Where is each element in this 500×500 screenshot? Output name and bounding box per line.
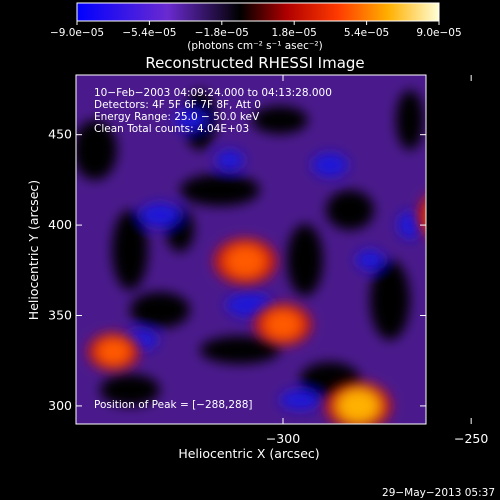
hotspot-halo (417, 197, 426, 235)
x-tick-label: −250 (454, 431, 488, 446)
colorbar (77, 3, 439, 21)
colorbar-tick-label: 9.0e−05 (416, 27, 461, 39)
x-tick-label: −300 (266, 431, 300, 446)
hotspot (433, 195, 486, 237)
heatmap-image (76, 75, 486, 424)
info-line: Clean Total counts: 4.04E+03 (94, 123, 249, 135)
info-line: Energy Range: 25.0 − 50.0 keV (94, 111, 260, 123)
x-axis-label: Heliocentric X (arcsec) (178, 446, 319, 461)
hotspot (337, 389, 380, 423)
y-tick-label: 450 (48, 127, 72, 142)
timestamp: 29−May−2013 05:37 (382, 487, 495, 499)
y-tick-label: 350 (48, 308, 72, 323)
y-tick-label: 400 (48, 217, 72, 232)
colorbar-frame (76, 2, 440, 22)
y-axis-label: Heliocentric Y (arcsec) (26, 180, 41, 320)
colorbar-units: (photons cm⁻² s⁻¹ asec⁻²) (187, 40, 322, 52)
colorbar-ticks (76, 21, 440, 25)
colorbar-tick-labels: −9.0e−05 −5.4e−05 −1.8e−05 1.8e−05 5.4e−05 9.… (50, 27, 462, 39)
colorbar-tick-label: −9.0e−05 (50, 27, 104, 39)
info-line: Detectors: 4F 5F 6F 7F 8F, Att 0 (94, 99, 261, 111)
hotspot (97, 338, 130, 365)
colorbar-tick-label: 5.4e−05 (344, 27, 389, 39)
peak-position-label: Position of Peak = [−288,288] (94, 399, 253, 411)
hotspot (264, 310, 302, 339)
info-line: 10−Feb−2003 04:09:24.000 to 04:13:28.000 (94, 87, 332, 99)
chart-title: Reconstructed RHESSI Image (145, 54, 364, 72)
colorbar-tick-label: −5.4e−05 (122, 27, 176, 39)
y-tick-label: 300 (48, 398, 72, 413)
hotspot (225, 245, 266, 277)
observation-info: 10−Feb−2003 04:09:24.000 to 04:13:28.000… (94, 87, 332, 135)
y-axis-ticks: 300 350 400 450 (48, 127, 426, 413)
x-axis-ticks: −300−250−200 (266, 75, 488, 446)
colorbar-tick-label: −1.8e−05 (195, 27, 249, 39)
colorbar-tick-label: 1.8e−05 (272, 27, 317, 39)
hotspot-core (447, 205, 472, 226)
plot-frame (75, 74, 427, 425)
